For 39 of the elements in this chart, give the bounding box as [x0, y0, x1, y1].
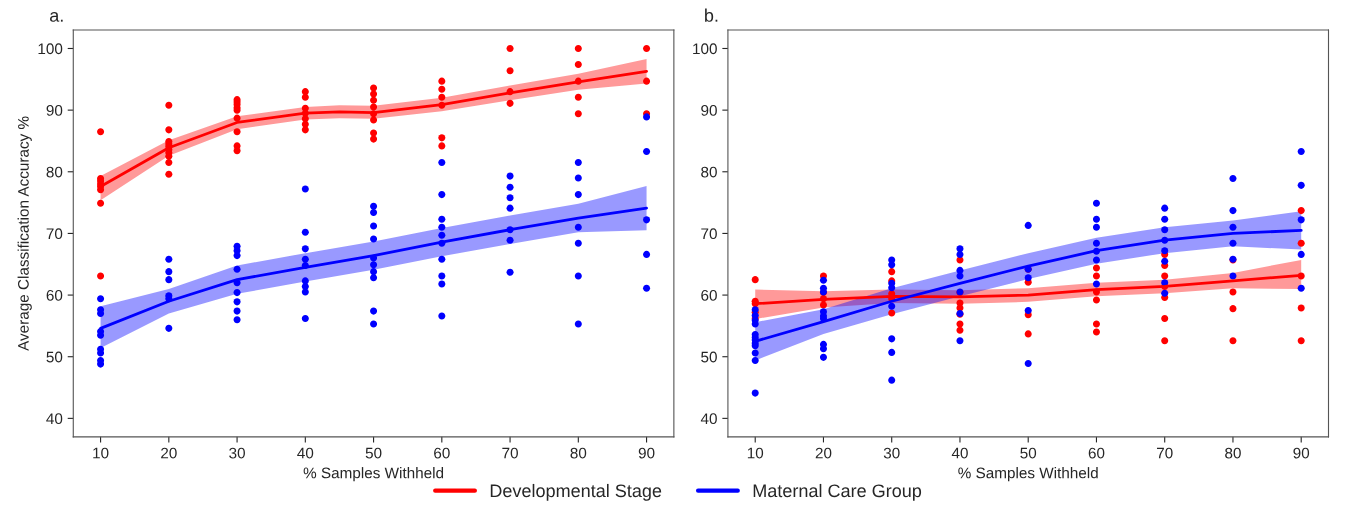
x-tick-label: 40: [951, 447, 968, 459]
y-tick-label: 100: [38, 43, 63, 55]
y-tick-label: 40: [700, 413, 717, 425]
x-tick-label: 50: [365, 447, 382, 459]
y-tick-label: 50: [701, 351, 717, 363]
y-tick-label: 70: [701, 228, 717, 240]
x-tick-label: 20: [815, 447, 832, 459]
legend-label: Maternal Care Group: [753, 483, 922, 501]
x-tick-label: 80: [570, 447, 587, 459]
y-tick-label: 80: [701, 166, 717, 178]
x-tick-label: 30: [229, 447, 245, 459]
legend-label: Developmental Stage: [490, 483, 662, 501]
y-tick-label: 60: [701, 289, 717, 301]
y-tick-label: 100: [693, 43, 717, 55]
y-tick-label: 50: [46, 351, 63, 363]
x-tick-label: 60: [1088, 447, 1105, 459]
x-tick-label: 10: [747, 447, 764, 459]
y-tick-label: 80: [46, 166, 63, 178]
chart-title: a.: [50, 11, 63, 22]
x-tick-label: 80: [1225, 447, 1241, 459]
x-tick-label: 50: [1020, 447, 1037, 459]
x-tick-label: 70: [502, 447, 518, 459]
x-tick-label: 70: [1156, 447, 1173, 459]
x-tick-label: 40: [297, 447, 314, 459]
x-tick-label: 90: [638, 447, 655, 459]
y-tick-label: 90: [46, 105, 63, 116]
x-tick-label: 30: [883, 447, 900, 459]
x-tick-label: 10: [93, 447, 109, 459]
x-tick-label: 60: [434, 447, 450, 459]
y-tick-label: 70: [46, 228, 63, 240]
y-tick-label: 90: [701, 105, 717, 116]
y-axis-title: Average Classification Accuracy %: [17, 116, 32, 351]
x-axis-title: % Samples Withheld: [958, 467, 1098, 482]
chart-title: b.: [705, 8, 718, 22]
x-axis-title: % Samples Withheld: [303, 467, 444, 482]
y-tick-label: 60: [46, 289, 63, 301]
x-tick-label: 90: [1293, 447, 1310, 459]
y-tick-label: 40: [46, 413, 63, 425]
x-tick-label: 20: [161, 447, 177, 459]
